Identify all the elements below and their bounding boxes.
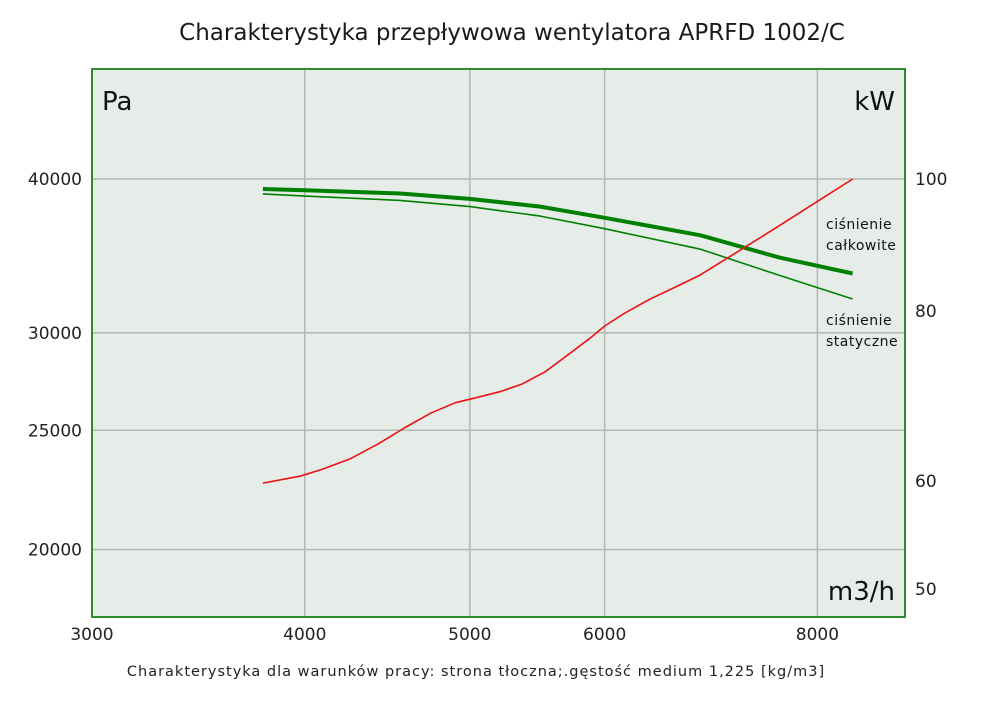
series-label-static-line2: statyczne bbox=[826, 334, 898, 350]
series-group bbox=[262, 178, 854, 484]
y-right-tick-label-50: 50 bbox=[915, 580, 937, 600]
x-tick-labels: 3000 4000 5000 6000 8000 bbox=[70, 625, 839, 645]
series-label-static-pressure: ciśnienie statyczne bbox=[826, 313, 898, 350]
y-right-tick-label-80: 80 bbox=[915, 302, 937, 322]
series-static-pressure bbox=[262, 193, 853, 300]
x-tick-label-3000: 3000 bbox=[70, 625, 113, 645]
chart-title: Charakterystyka przepływowa wentylatora … bbox=[179, 20, 845, 46]
y-right-tick-labels: 50 60 80 100 bbox=[915, 170, 947, 600]
plot-area bbox=[92, 69, 905, 617]
gridlines bbox=[92, 69, 905, 617]
series-total-pressure bbox=[262, 187, 854, 276]
y-left-tick-label-30000: 30000 bbox=[28, 324, 82, 344]
y-left-unit-label: Pa bbox=[102, 87, 132, 117]
chart-footer-note: Charakterystyka dla warunków pracy: stro… bbox=[127, 664, 825, 680]
y-left-tick-label-40000: 40000 bbox=[28, 170, 82, 190]
y-left-tick-labels: 20000 25000 30000 40000 bbox=[28, 170, 82, 561]
y-left-tick-label-20000: 20000 bbox=[28, 541, 82, 561]
x-tick-label-6000: 6000 bbox=[583, 625, 626, 645]
x-tick-label-5000: 5000 bbox=[448, 625, 491, 645]
series-label-total-line1: ciśnienie bbox=[826, 217, 892, 233]
plot-frame bbox=[91, 68, 906, 618]
series-label-total-pressure: ciśnienie całkowite bbox=[826, 217, 896, 254]
y-right-tick-label-100: 100 bbox=[915, 170, 947, 190]
x-unit-label: m3/h bbox=[828, 577, 895, 607]
series-power bbox=[262, 178, 854, 484]
x-tick-label-8000: 8000 bbox=[796, 625, 839, 645]
series-label-static-line1: ciśnienie bbox=[826, 313, 892, 329]
y-right-tick-label-60: 60 bbox=[915, 472, 937, 492]
x-tick-label-4000: 4000 bbox=[283, 625, 326, 645]
series-label-total-line2: całkowite bbox=[826, 238, 896, 254]
y-right-unit-label: kW bbox=[854, 87, 895, 117]
y-left-tick-label-25000: 25000 bbox=[28, 421, 82, 441]
